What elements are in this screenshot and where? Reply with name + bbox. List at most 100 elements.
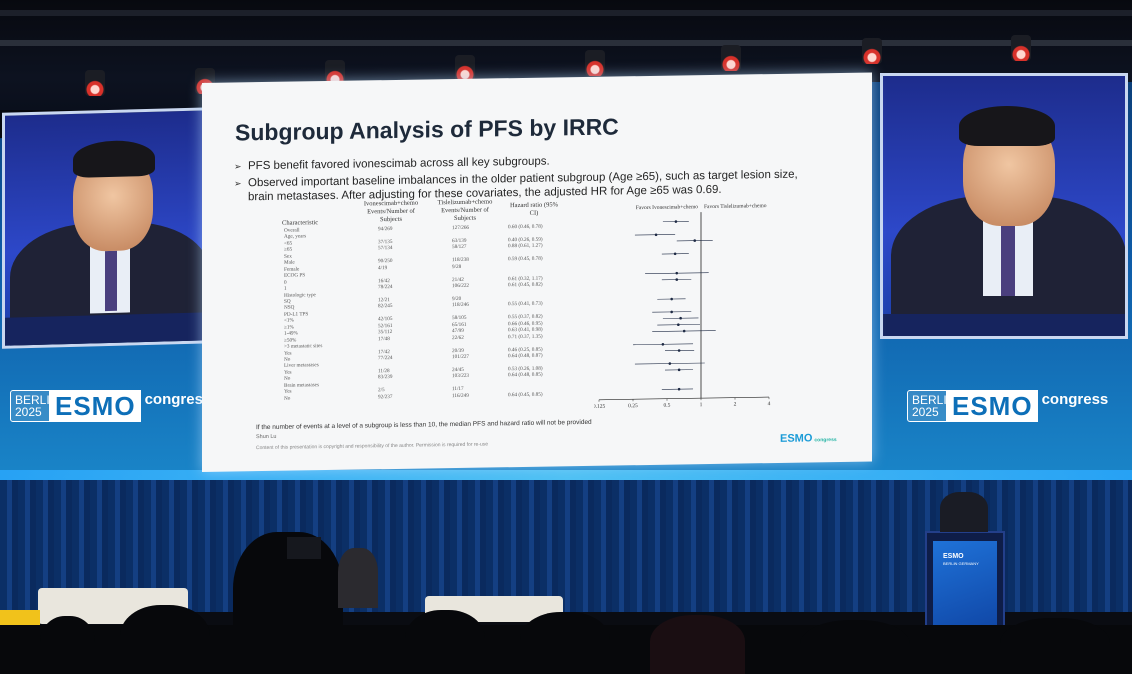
presentation-slide: Subgroup Analysis of PFS by IRRC PFS ben…	[202, 72, 872, 473]
row-characteristic: NSQ	[284, 304, 295, 312]
favors-right-label: Favors Tislelizumab+chemo	[704, 203, 767, 210]
x-tick-label: 0.5	[664, 403, 671, 409]
row-ivonescimab: 90/250	[378, 258, 393, 265]
x-tick-label: 4	[768, 401, 771, 407]
copyright-note: Content of this presentation is copyrigh…	[256, 441, 489, 452]
hr-point	[682, 329, 686, 333]
stage-light-icon	[721, 45, 741, 71]
audience-head	[40, 616, 95, 674]
row-ivonescimab: 37/135	[378, 238, 393, 246]
header-hazard-ratio: Hazard ratio (95% CI)	[509, 201, 558, 217]
row-characteristic: Yes	[284, 369, 292, 376]
row-characteristic: ≥50%	[284, 337, 297, 344]
row-ivonescimab: 82/245	[378, 303, 393, 310]
row-characteristic: Histologic type	[284, 291, 316, 299]
header-tislelizumab: Tislelizumab+chemo Events/Number of Subj…	[437, 198, 493, 223]
podium-logo: ESMO BERLIN GERMANY	[943, 553, 979, 566]
audience-head	[1000, 618, 1110, 674]
speaker-tie	[1001, 224, 1015, 296]
favors-left-label: Favors Ivonescimab+chemo	[636, 204, 698, 211]
branding-city: BERLIN 2025	[10, 390, 58, 422]
branding-suffix: congress	[144, 390, 212, 408]
row-tislelizumab: 24/45	[452, 366, 464, 373]
row-tislelizumab: 118/246	[452, 302, 469, 309]
row-characteristic: No	[284, 356, 291, 363]
row-characteristic: Overall	[284, 227, 300, 234]
video-desk	[5, 312, 211, 346]
stage-light-icon	[862, 38, 882, 64]
audience-head	[120, 605, 210, 674]
stage-light-icon	[85, 70, 105, 96]
hr-point	[675, 271, 679, 275]
row-characteristic: Age, years	[284, 233, 307, 241]
row-hazard-ratio: 0.64 (0.48, 0.87)	[508, 352, 543, 360]
row-ivonescimab: 17/48	[378, 335, 390, 342]
x-tick-label: 1	[700, 402, 703, 408]
row-characteristic: Male	[284, 259, 295, 266]
hr-point	[679, 316, 682, 320]
header-ivonescimab: Ivonescimab+chemo Events/Number of Subje…	[363, 199, 419, 224]
speaker-tie	[105, 250, 117, 312]
row-tislelizumab: 101/227	[452, 353, 470, 361]
hr-point	[674, 220, 678, 223]
moderator-seated	[338, 548, 378, 608]
row-ivonescimab: 42/105	[378, 316, 393, 323]
hr-point	[661, 343, 665, 346]
stage-light-icon	[585, 50, 605, 76]
row-ivonescimab: 2/5	[378, 387, 385, 394]
audience-head	[650, 615, 745, 674]
speaker-hair	[959, 106, 1055, 146]
hr-point	[668, 362, 672, 365]
row-characteristic: 1	[284, 285, 287, 292]
row-tislelizumab: 22/62	[452, 334, 464, 341]
row-tislelizumab: 116/249	[452, 392, 469, 399]
row-hazard-ratio: 0.88 (0.61, 1.27)	[508, 242, 543, 250]
row-characteristic: 1-49%	[284, 330, 298, 337]
stage-light-icon	[1011, 35, 1031, 61]
branding-city: BERLIN 2025	[907, 390, 955, 422]
hr-point	[673, 252, 677, 256]
row-characteristic: >3 metastatic sites	[284, 343, 323, 350]
row-hazard-ratio: 0.61 (0.45, 0.82)	[508, 281, 543, 289]
esmo-logo: ESMO	[50, 390, 141, 422]
row-characteristic: 0	[284, 279, 287, 286]
row-tislelizumab: 9/28	[452, 263, 462, 270]
row-tislelizumab: 65/161	[452, 321, 467, 328]
hr-point	[677, 368, 681, 372]
audience-head	[520, 612, 610, 674]
hr-point	[693, 239, 697, 242]
row-ivonescimab: 16/42	[378, 277, 390, 284]
row-hazard-ratio: 0.71 (0.37, 1.35)	[508, 333, 543, 340]
row-tislelizumab: 11/17	[452, 386, 464, 393]
row-ivonescimab: 78/224	[378, 284, 393, 291]
stage-light-icon	[455, 55, 475, 81]
row-hazard-ratio: 0.55 (0.41, 0.73)	[508, 301, 543, 308]
speaker-hair	[73, 139, 155, 178]
right-video-screen	[880, 73, 1128, 339]
audience-head	[405, 610, 485, 674]
row-tislelizumab: 118/238	[452, 257, 469, 264]
header-characteristic: Characteristic	[282, 219, 319, 227]
row-tislelizumab: 127/266	[452, 224, 470, 232]
x-axis	[599, 396, 769, 401]
video-desk	[883, 314, 1125, 336]
row-characteristic: No	[284, 375, 291, 383]
slide-esmo-logo: ESMO congress	[780, 432, 837, 445]
congress-branding-right: BERLIN 2025 ESMO congress	[907, 390, 1108, 422]
row-hazard-ratio: 0.64 (0.48, 0.85)	[508, 371, 543, 379]
row-characteristic: ≥65	[284, 246, 293, 254]
row-hazard-ratio: 0.60 (0.46, 0.78)	[508, 223, 543, 231]
row-characteristic: ≥1%	[284, 324, 294, 331]
row-characteristic: Sex	[284, 253, 292, 260]
row-ivonescimab: 17/42	[378, 348, 390, 355]
left-video-screen	[2, 107, 214, 349]
row-characteristic: Yes	[284, 350, 292, 357]
hr-point	[670, 310, 673, 314]
row-characteristic: Brain metastases	[284, 381, 320, 389]
branding-suffix: congress	[1041, 390, 1109, 408]
row-characteristic: SQ	[284, 298, 291, 305]
truss-bar	[0, 40, 1132, 46]
x-tick-label: 0.125	[594, 404, 605, 409]
hr-point	[670, 297, 673, 301]
row-characteristic: No	[284, 395, 291, 402]
